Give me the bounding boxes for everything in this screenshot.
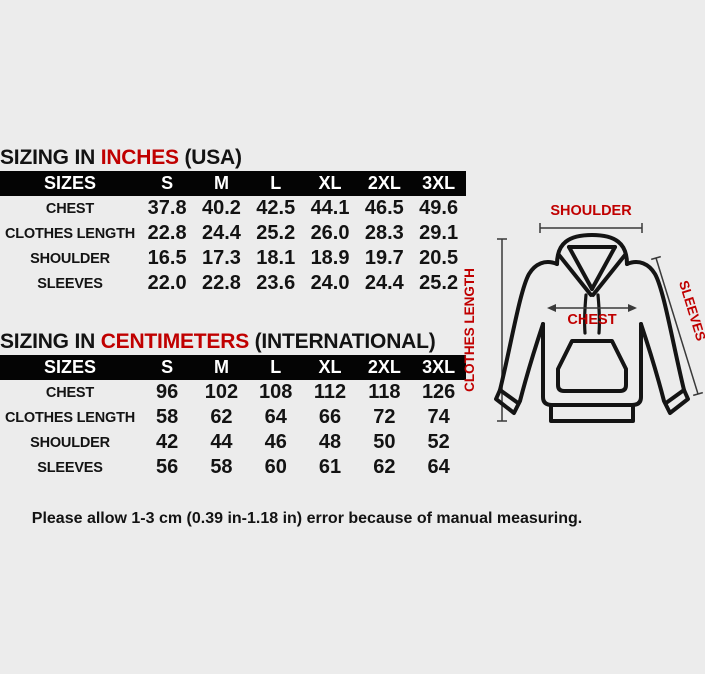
size-value: 24.0 bbox=[310, 272, 350, 294]
size-value: 26.0 bbox=[310, 222, 350, 244]
size-value: 22.8 bbox=[147, 222, 187, 244]
row-label: SHOULDER bbox=[30, 434, 110, 451]
size-value: 50 bbox=[373, 431, 396, 453]
shoulder-label: SHOULDER bbox=[550, 203, 632, 219]
size-value: 58 bbox=[156, 406, 179, 428]
size-value: 49.6 bbox=[419, 197, 459, 219]
size-value: 42 bbox=[156, 431, 179, 453]
size-value: 25.2 bbox=[256, 222, 296, 244]
column-header-s: S bbox=[140, 171, 195, 196]
column-header-l: L bbox=[248, 355, 303, 380]
size-value: 66 bbox=[318, 406, 342, 428]
sizing-table-centimeters-section: SIZING IN CENTIMETERS (INTERNATIONAL) SI… bbox=[0, 328, 466, 480]
sizing-centimeters-title: SIZING IN CENTIMETERS (INTERNATIONAL) bbox=[0, 328, 466, 355]
column-header-m: M bbox=[194, 355, 249, 380]
size-value: 24.4 bbox=[201, 222, 241, 244]
size-value: 28.3 bbox=[364, 222, 404, 244]
column-header-3xl: 3XL bbox=[411, 355, 466, 380]
size-value: 46 bbox=[264, 431, 287, 453]
sleeves-measure-line bbox=[650, 255, 704, 397]
size-value: 18.9 bbox=[310, 247, 350, 269]
row-label: SHOULDER bbox=[30, 250, 110, 267]
clothes-length-label: CLOTHES LENGTH bbox=[462, 268, 477, 392]
size-value: 42.5 bbox=[256, 197, 296, 219]
size-value: 61 bbox=[318, 456, 342, 478]
size-value: 18.1 bbox=[256, 247, 296, 269]
size-value: 74 bbox=[427, 406, 450, 428]
size-value: 29.1 bbox=[419, 222, 459, 244]
size-value: 48 bbox=[318, 431, 342, 453]
column-header-2xl: 2XL bbox=[357, 355, 412, 380]
size-value: 24.4 bbox=[364, 272, 404, 294]
hoodie-drawing bbox=[494, 233, 690, 423]
size-value: 118 bbox=[368, 381, 401, 403]
size-value: 108 bbox=[259, 381, 293, 403]
size-value: 72 bbox=[373, 406, 396, 428]
size-value: 44 bbox=[210, 431, 233, 453]
row-label: CLOTHES LENGTH bbox=[4, 409, 136, 426]
size-value: 58 bbox=[210, 456, 233, 478]
sizing-inches-title: SIZING IN INCHES (USA) bbox=[0, 144, 466, 171]
title-prefix: SIZING IN bbox=[0, 146, 101, 169]
size-value: 126 bbox=[421, 381, 456, 403]
size-value: 22.0 bbox=[147, 272, 187, 294]
size-value: 40.2 bbox=[201, 197, 241, 219]
column-header-l: L bbox=[248, 171, 303, 196]
size-value: 20.5 bbox=[419, 247, 459, 269]
sleeves-label: SLEEVES bbox=[676, 279, 705, 343]
size-value: 19.7 bbox=[364, 247, 404, 269]
title-highlight: CENTIMETERS bbox=[100, 330, 250, 353]
chest-label: CHEST bbox=[567, 312, 616, 328]
size-value: 112 bbox=[313, 381, 347, 403]
size-value: 17.3 bbox=[201, 247, 241, 269]
title-highlight: INCHES bbox=[100, 146, 179, 169]
column-header-xl: XL bbox=[302, 171, 358, 196]
sizing-table-inches: SIZES S M L XL 2XL 3XL CHEST 37.8 40.2 42.5 44.1 46.… bbox=[0, 171, 466, 296]
title-prefix: SIZING IN bbox=[0, 330, 101, 353]
row-label: SLEEVES bbox=[37, 459, 103, 476]
row-label: CHEST bbox=[45, 200, 95, 217]
title-suffix: (INTERNATIONAL) bbox=[249, 330, 436, 353]
size-value: 23.6 bbox=[256, 272, 296, 294]
size-value: 46.5 bbox=[364, 197, 404, 219]
size-value: 16.5 bbox=[147, 247, 187, 269]
row-label: CLOTHES LENGTH bbox=[4, 225, 136, 242]
size-value: 52 bbox=[427, 431, 450, 453]
size-value: 102 bbox=[204, 381, 239, 403]
title-suffix: (USA) bbox=[178, 146, 242, 169]
chest-measure-arrow bbox=[547, 304, 637, 312]
size-value: 22.8 bbox=[201, 272, 241, 294]
size-value: 62 bbox=[210, 406, 233, 428]
size-value: 64 bbox=[427, 456, 450, 478]
size-value: 96 bbox=[156, 381, 179, 403]
size-value: 44.1 bbox=[310, 197, 350, 219]
size-value: 37.8 bbox=[147, 197, 187, 219]
size-value: 62 bbox=[373, 456, 396, 478]
size-value: 64 bbox=[264, 406, 287, 428]
column-header-m: M bbox=[194, 171, 249, 196]
shoulder-measure-line bbox=[539, 223, 643, 233]
sizing-table-inches-section: SIZING IN INCHES (USA) SIZES S M L XL 2XL 3XL C… bbox=[0, 144, 466, 296]
size-value: 56 bbox=[156, 456, 179, 478]
measuring-error-note: Please allow 1-3 cm (0.39 in-1.18 in) er… bbox=[31, 510, 583, 527]
row-label: CHEST bbox=[45, 384, 95, 401]
sizing-table-centimeters: SIZES S M L XL 2XL 3XL CHEST 96 102 108 112 118 126 CL… bbox=[0, 355, 466, 480]
size-value: 25.2 bbox=[419, 272, 459, 294]
hoodie-measurement-diagram: SHOULDER CLOTHES LENGTH SLEEVES bbox=[462, 203, 705, 423]
column-header-3xl: 3XL bbox=[411, 171, 466, 196]
column-header-s: S bbox=[140, 355, 195, 380]
column-header-2xl: 2XL bbox=[357, 171, 412, 196]
column-header-xl: XL bbox=[302, 355, 358, 380]
row-label: SLEEVES bbox=[37, 275, 103, 292]
column-header-sizes: SIZES bbox=[0, 171, 140, 196]
column-header-sizes: SIZES bbox=[0, 355, 140, 380]
size-value: 60 bbox=[264, 456, 287, 478]
